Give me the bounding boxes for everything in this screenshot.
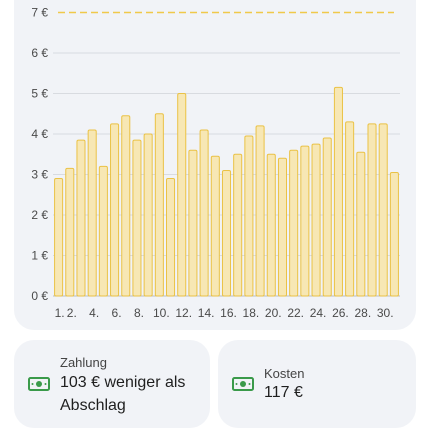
payment-card[interactable]: Zahlung 103 € weniger als Abschlag (14, 340, 210, 428)
bar (132, 139, 142, 297)
bar (255, 125, 265, 297)
x-tick-label: 14. (198, 306, 215, 320)
x-tick-label: 4. (89, 306, 99, 320)
bar (177, 93, 187, 297)
bar (210, 155, 220, 297)
bar (345, 121, 355, 297)
cost-card[interactable]: Kosten 117 € (218, 340, 416, 428)
banknote-icon (28, 377, 50, 391)
bar (121, 115, 131, 297)
bar (322, 137, 332, 297)
bar (300, 145, 310, 297)
payment-value-line2: Abschlag (60, 397, 126, 414)
x-tick-label: 8. (134, 306, 144, 320)
y-tick-label: 7 € (31, 6, 48, 20)
bar (65, 167, 75, 297)
banknote-icon (232, 377, 254, 391)
daily-cost-bar-chart: 0 € 1 € 2 € 3 € 4 € 5 € 6 € 7 € 1. 2. 4. 6. 8. 10. 12.… (31, 6, 400, 320)
x-tick-label: 2. (67, 306, 77, 320)
bar (87, 129, 97, 297)
bar (54, 178, 64, 297)
payment-value-line1: 103 € weniger als (60, 374, 186, 391)
x-tick-label: 24. (310, 306, 327, 320)
x-tick-label: 20. (265, 306, 282, 320)
y-tick-label: 6 € (31, 46, 48, 60)
bar (199, 129, 209, 297)
bar (188, 149, 198, 297)
bar (233, 153, 243, 297)
bar (98, 165, 108, 297)
x-tick-label: 28. (354, 306, 371, 320)
y-tick-label: 1 € (31, 249, 48, 263)
bar (311, 143, 321, 297)
x-tick-label: 16. (220, 306, 237, 320)
y-tick-label: 3 € (31, 168, 48, 182)
bar (389, 171, 399, 297)
y-tick-label: 5 € (31, 87, 48, 101)
bar (367, 123, 377, 297)
x-tick-label: 30. (377, 306, 394, 320)
bar (110, 123, 120, 297)
bar (289, 149, 299, 297)
x-tick-label: 12. (175, 306, 192, 320)
bar (244, 135, 254, 297)
bar (333, 86, 343, 297)
y-tick-label: 2 € (31, 208, 48, 222)
bar (221, 169, 232, 297)
x-tick-label: 1. (55, 306, 65, 320)
x-tick-label: 18. (243, 306, 260, 320)
y-tick-label: 0 € (31, 289, 48, 303)
x-tick-label: 26. (332, 306, 349, 320)
x-tick-label: 22. (287, 306, 304, 320)
bar (154, 113, 164, 297)
bar (166, 178, 176, 297)
bar (76, 139, 86, 297)
x-tick-label: 10. (153, 306, 170, 320)
bar (266, 153, 276, 297)
bar (277, 157, 288, 297)
payment-label: Zahlung (60, 355, 107, 370)
cost-label: Kosten (264, 366, 305, 381)
bar (143, 133, 153, 297)
bar (378, 123, 388, 297)
bar (356, 151, 366, 297)
y-tick-label: 4 € (31, 127, 48, 141)
cost-value: 117 € (264, 384, 303, 401)
x-tick-label: 6. (112, 306, 122, 320)
